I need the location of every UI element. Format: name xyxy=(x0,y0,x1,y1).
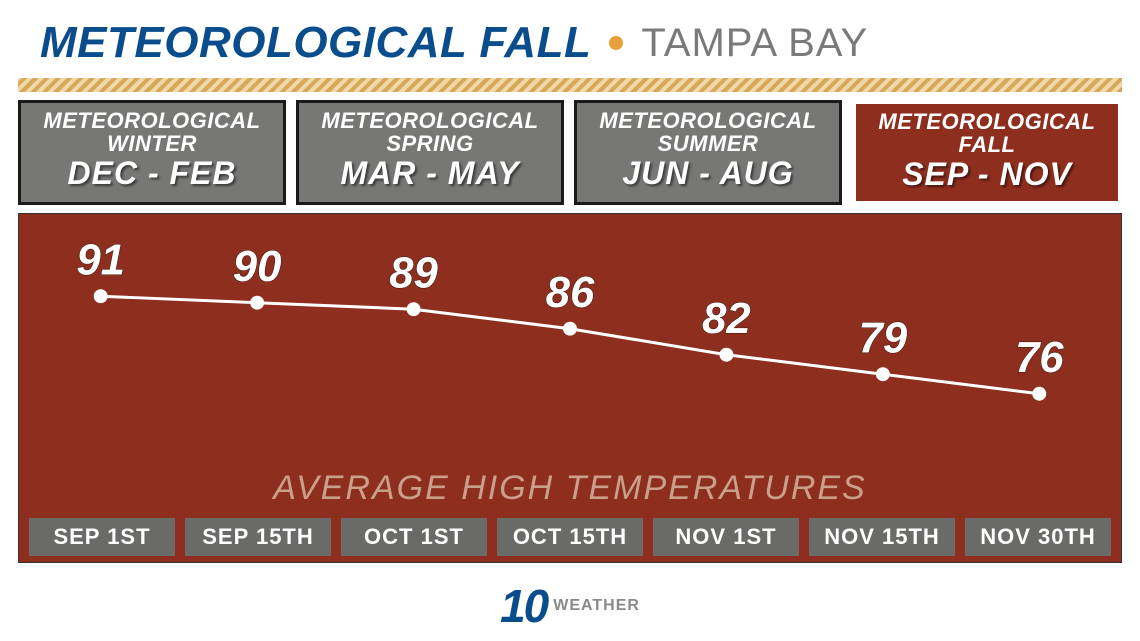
chart-subtitle: AVERAGE HIGH TEMPERATURES xyxy=(19,469,1121,508)
season-months: JUN - AUG xyxy=(581,155,835,192)
season-box-2: METEOROLOGICALSUMMERJUN - AUG xyxy=(574,100,842,205)
line-chart: 91 90 89 86 82 79 76 xyxy=(19,214,1121,562)
season-row: METEOROLOGICALWINTERDEC - FEBMETEOROLOGI… xyxy=(0,100,1140,213)
season-months: DEC - FEB xyxy=(25,155,279,192)
svg-text:82: 82 xyxy=(702,294,751,343)
date-label-3: OCT 15TH xyxy=(497,518,643,556)
date-label-2: OCT 1ST xyxy=(341,518,487,556)
date-row: SEP 1ST SEP 15TH OCT 1ST OCT 15TH NOV 1ST NOV… xyxy=(19,518,1121,556)
dot-separator-icon xyxy=(609,36,623,50)
weather-graphic: METEOROLOGICAL FALL TAMPA BAY METEOROLOG… xyxy=(0,0,1140,641)
svg-text:89: 89 xyxy=(389,249,438,298)
season-name: FALL xyxy=(860,133,1114,156)
svg-text:91: 91 xyxy=(76,236,125,285)
season-label: METEOROLOGICAL xyxy=(25,109,279,132)
chart-panel: 91 90 89 86 82 79 76 AVERAGE HIGH TEMPERATURES… xyxy=(18,213,1122,563)
season-box-3: METEOROLOGICALFALLSEP - NOV xyxy=(852,100,1122,205)
date-label-5: NOV 15TH xyxy=(809,518,955,556)
season-months: SEP - NOV xyxy=(860,156,1114,193)
season-box-0: METEOROLOGICALWINTERDEC - FEB xyxy=(18,100,286,205)
date-label-0: SEP 1ST xyxy=(29,518,175,556)
date-label-1: SEP 15TH xyxy=(185,518,331,556)
season-months: MAR - MAY xyxy=(303,155,557,192)
divider-hatch xyxy=(18,78,1122,92)
season-label: METEOROLOGICAL xyxy=(581,109,835,132)
logo-suffix: WEATHER xyxy=(553,597,640,615)
season-box-1: METEOROLOGICALSPRINGMAR - MAY xyxy=(296,100,564,205)
svg-text:76: 76 xyxy=(1015,333,1064,382)
date-label-6: NOV 30TH xyxy=(965,518,1111,556)
svg-text:79: 79 xyxy=(859,314,908,363)
season-name: WINTER xyxy=(25,132,279,155)
season-name: SPRING xyxy=(303,132,557,155)
header: METEOROLOGICAL FALL TAMPA BAY xyxy=(0,0,1140,78)
svg-text:90: 90 xyxy=(233,242,282,291)
header-title: METEOROLOGICAL FALL xyxy=(40,18,591,68)
season-label: METEOROLOGICAL xyxy=(303,109,557,132)
date-label-4: NOV 1ST xyxy=(653,518,799,556)
season-label: METEOROLOGICAL xyxy=(860,110,1114,133)
svg-text:86: 86 xyxy=(546,268,595,317)
logo-brand: 10 xyxy=(500,579,547,633)
station-logo: 10 WEATHER xyxy=(0,579,1140,633)
header-location: TAMPA BAY xyxy=(641,21,868,66)
season-name: SUMMER xyxy=(581,132,835,155)
